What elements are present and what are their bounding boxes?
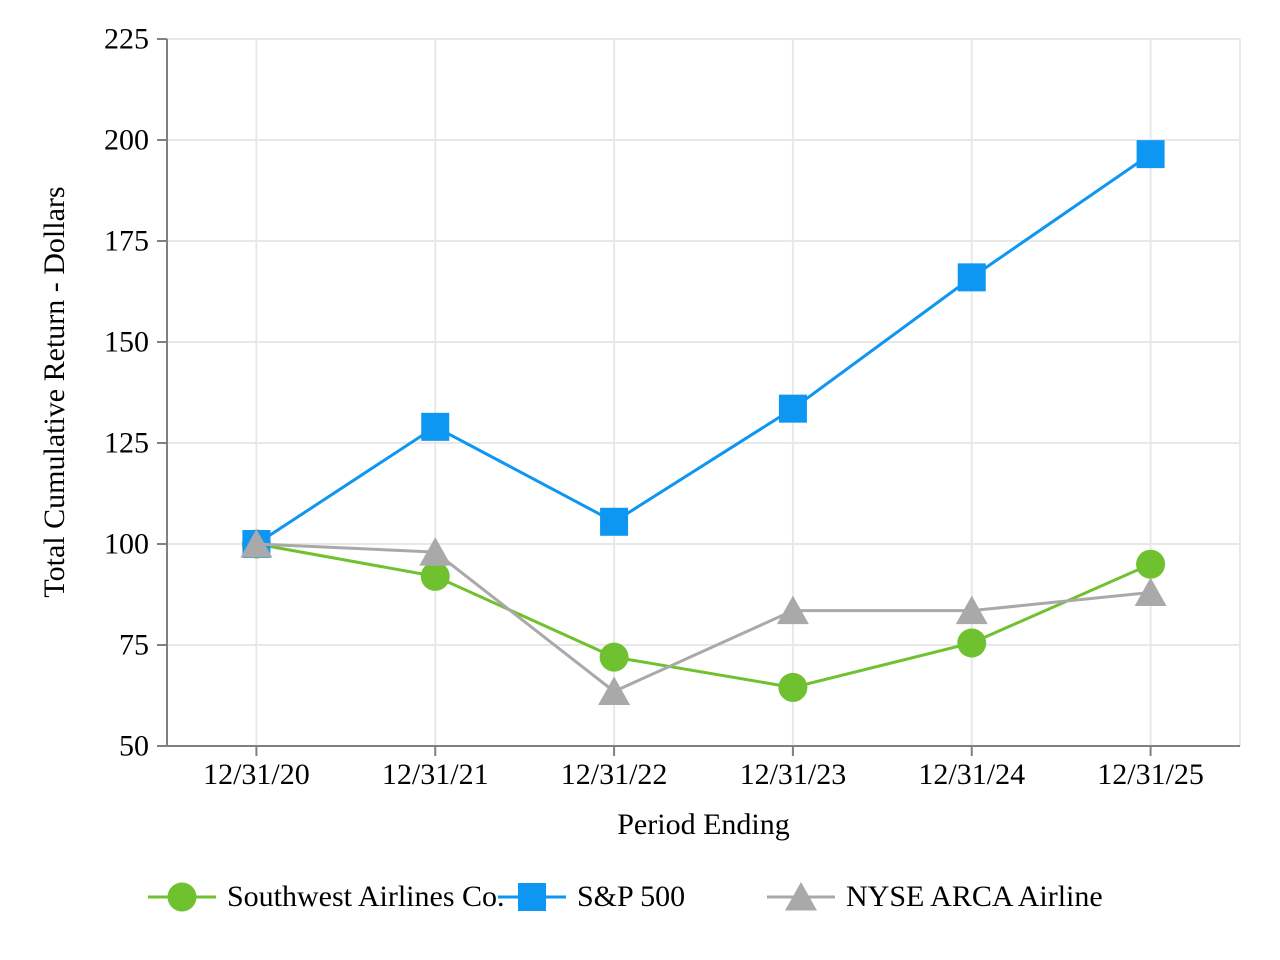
data-point-s-p-500 — [600, 507, 629, 536]
x-tick-label: 12/31/25 — [1097, 758, 1204, 791]
circle-icon — [148, 882, 216, 912]
square-icon — [498, 883, 566, 911]
data-point-southwest-airlines-co — [778, 672, 808, 702]
x-axis-title: Period Ending — [617, 808, 790, 841]
data-point-nyse-arca-airline — [776, 595, 809, 625]
x-tick-label: 12/31/24 — [918, 758, 1025, 791]
y-tick-label: 100 — [104, 528, 149, 561]
x-tick-label: 12/31/21 — [382, 758, 489, 791]
series-line-s-p-500 — [255, 152, 1152, 546]
legend-item-nyse-arca: NYSE ARCA Airline — [765, 876, 1103, 918]
data-point-s-p-500 — [421, 412, 450, 441]
legend-label: Southwest Airlines Co. — [227, 880, 505, 913]
data-point-southwest-airlines-co — [957, 628, 987, 658]
data-point-nyse-arca-airline — [955, 595, 988, 625]
triangle-icon — [767, 882, 835, 911]
y-tick-label: 175 — [104, 225, 149, 258]
data-point-southwest-airlines-co — [1136, 549, 1166, 579]
legend-label: S&P 500 — [577, 880, 686, 913]
y-tick-label: 150 — [104, 326, 149, 359]
data-point-s-p-500 — [1136, 140, 1165, 169]
legend-item-southwest: Southwest Airlines Co. — [146, 876, 505, 918]
x-tick-label: 12/31/23 — [740, 758, 847, 791]
y-axis-title: Total Cumulative Return - Dollars — [38, 186, 71, 598]
legend-label: NYSE ARCA Airline — [846, 880, 1103, 913]
legend-item-sp500: S&P 500 — [496, 876, 685, 918]
data-point-nyse-arca-airline — [1134, 577, 1167, 606]
data-point-s-p-500 — [957, 263, 986, 292]
y-tick-label: 125 — [104, 427, 149, 460]
y-tick-label: 225 — [104, 23, 149, 56]
y-tick-label: 200 — [104, 124, 149, 157]
series-line-nyse-arca-airline — [256, 542, 1151, 694]
data-point-southwest-airlines-co — [599, 642, 629, 672]
y-tick-label: 75 — [119, 629, 149, 662]
series-line-southwest-airlines-co — [256, 542, 1152, 689]
data-point-nyse-arca-airline — [419, 537, 452, 566]
x-tick-label: 12/31/22 — [561, 758, 668, 791]
data-point-southwest-airlines-co — [420, 561, 450, 591]
data-point-s-p-500 — [778, 394, 807, 423]
data-point-nyse-arca-airline — [240, 529, 273, 558]
x-tick-label: 12/31/20 — [203, 758, 310, 791]
y-tick-label: 50 — [119, 730, 149, 763]
data-point-nyse-arca-airline — [598, 676, 631, 705]
